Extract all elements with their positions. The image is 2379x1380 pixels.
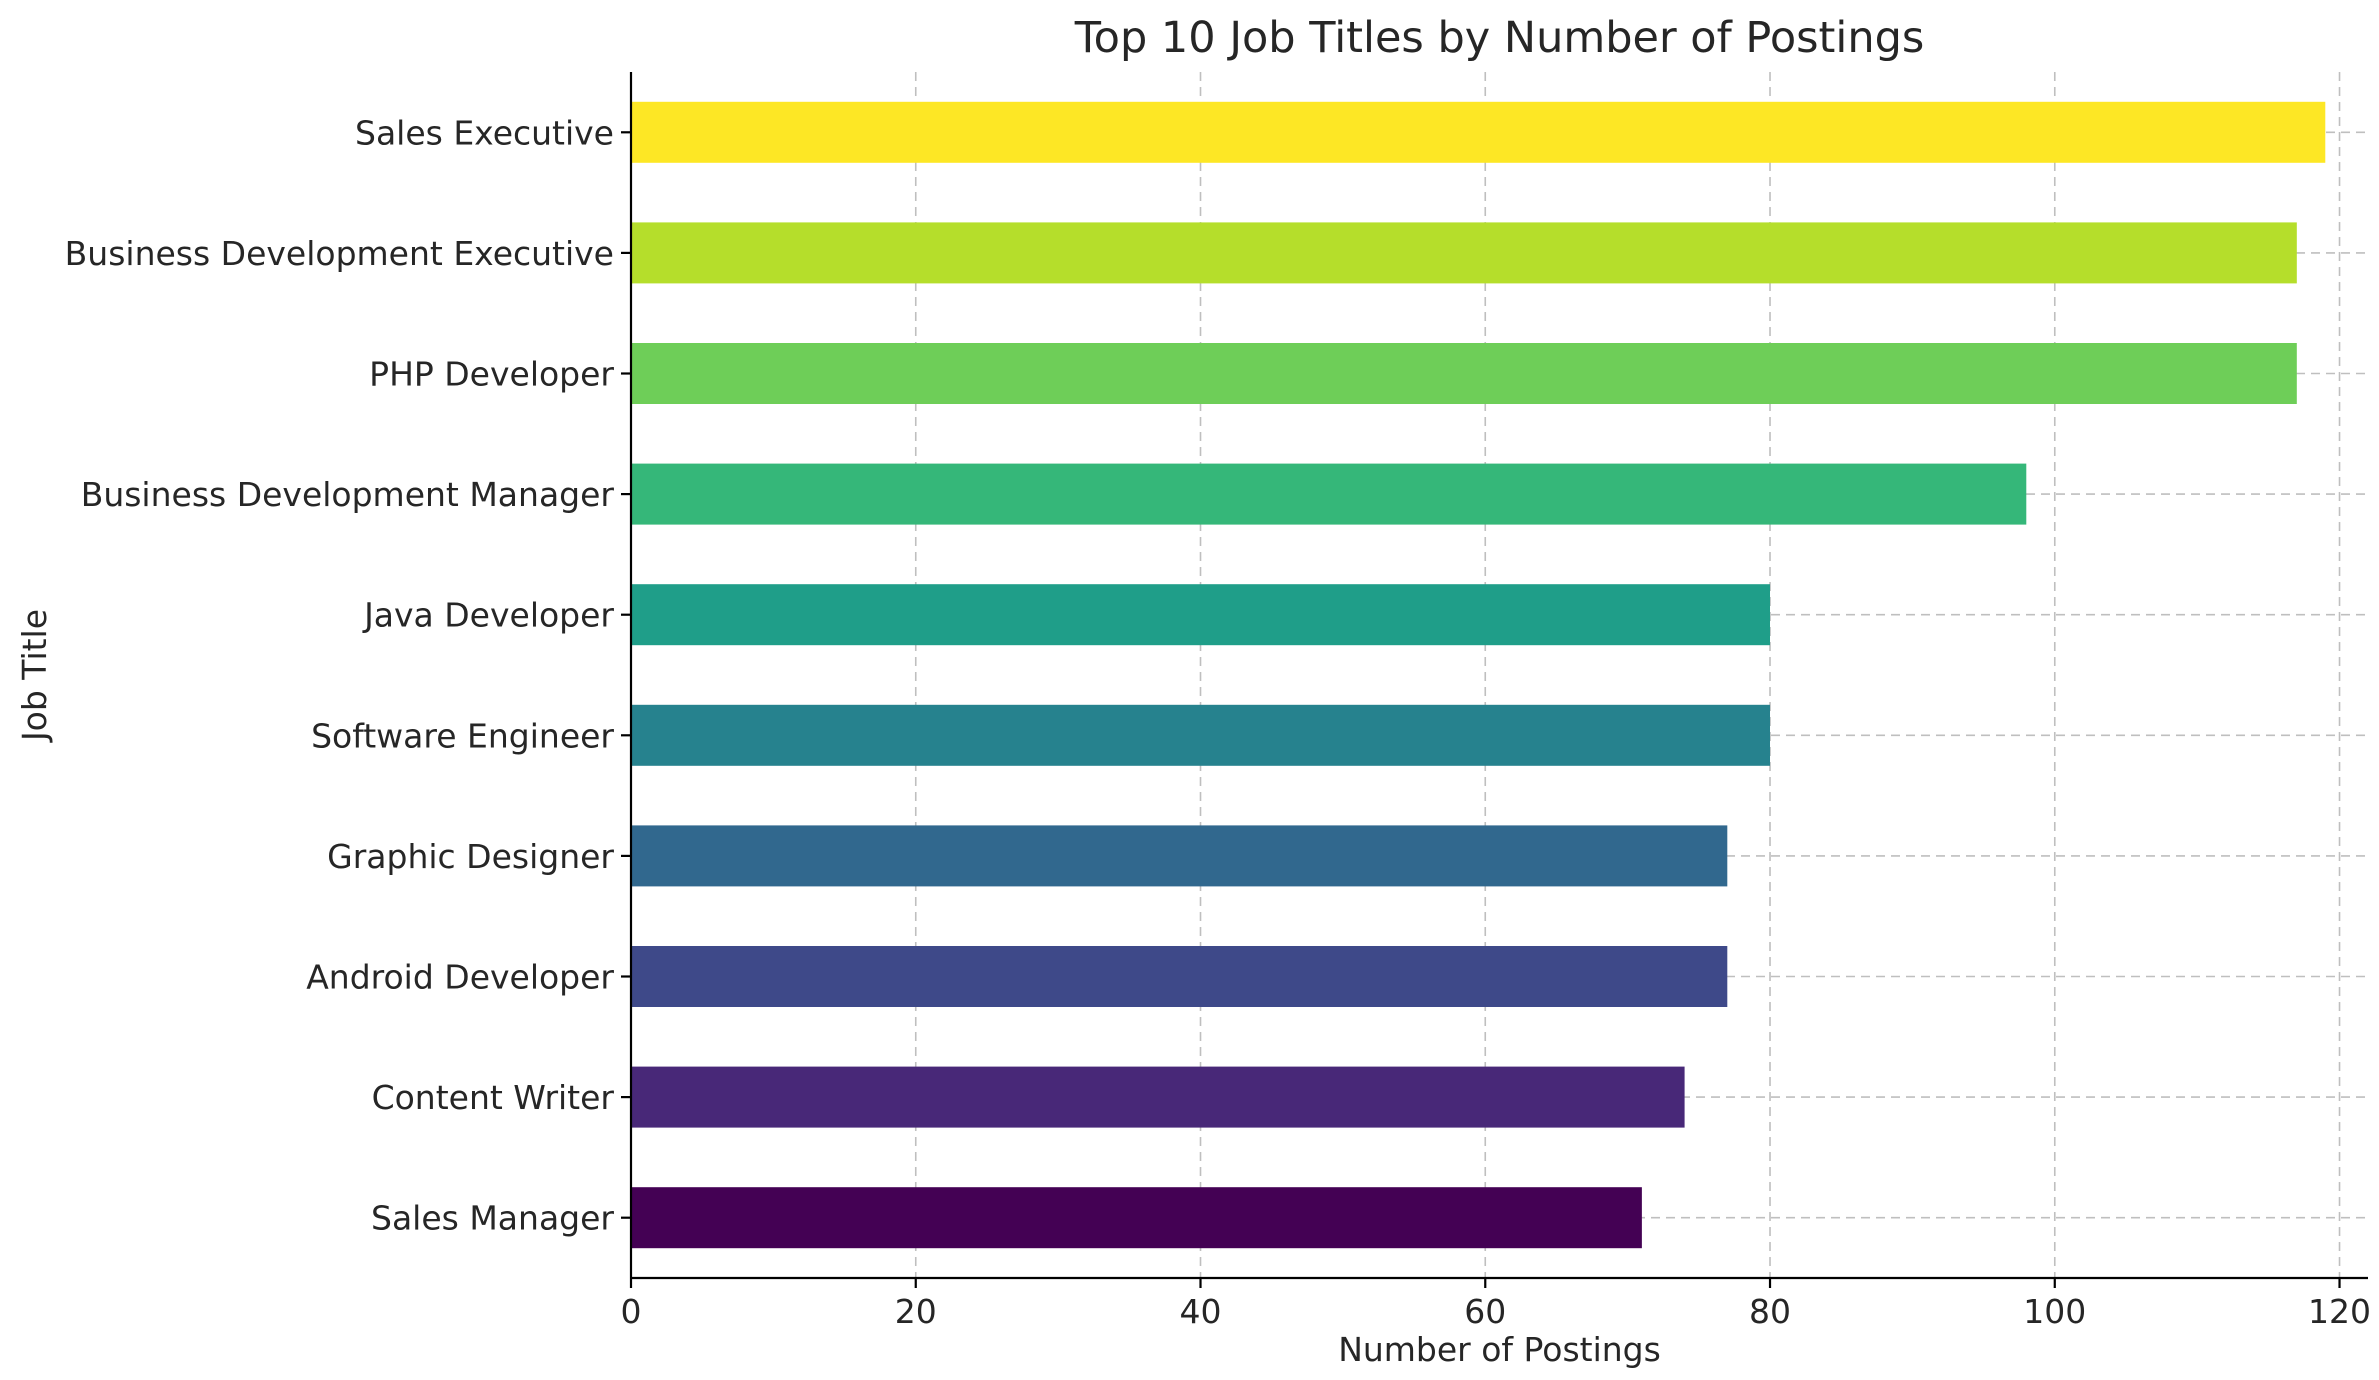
x-ticks: 0 20 40 60 80 100 120 bbox=[621, 1278, 2371, 1331]
bar bbox=[631, 825, 1728, 887]
y-tick-label: Software Engineer bbox=[311, 716, 614, 755]
y-tick-label: Content Writer bbox=[372, 1078, 615, 1117]
y-tick-label: Graphic Designer bbox=[327, 837, 614, 876]
x-tick-label: 20 bbox=[895, 1292, 937, 1331]
y-tick-label: PHP Developer bbox=[369, 355, 614, 394]
y-tick-label: Sales Manager bbox=[371, 1199, 614, 1238]
y-tick-label: Business Development Executive bbox=[65, 234, 614, 273]
x-tick-label: 60 bbox=[1464, 1292, 1506, 1331]
bar bbox=[631, 343, 2297, 404]
x-tick-label: 80 bbox=[1749, 1292, 1791, 1331]
bar bbox=[631, 704, 1771, 766]
x-tick-label: 0 bbox=[621, 1292, 642, 1331]
axes bbox=[629, 72, 2368, 1280]
bar bbox=[631, 946, 1728, 1007]
y-ticks: Sales Executive Business Development Exec… bbox=[65, 113, 631, 1238]
x-axis-label: Number of Postings bbox=[1338, 1330, 1661, 1369]
bar bbox=[631, 463, 2027, 525]
bars bbox=[631, 101, 2326, 1249]
y-tick-label: Java Developer bbox=[362, 596, 614, 635]
chart-title: Top 10 Job Titles by Number of Postings bbox=[1074, 13, 1925, 63]
y-tick-label: Android Developer bbox=[306, 958, 614, 997]
y-tick-label: Business Development Manager bbox=[81, 475, 615, 514]
y-axis-label: Job Title bbox=[15, 609, 54, 743]
bar bbox=[631, 222, 2297, 284]
bar bbox=[631, 1187, 1642, 1249]
x-tick-label: 120 bbox=[2308, 1292, 2371, 1331]
x-tick-label: 100 bbox=[2023, 1292, 2086, 1331]
x-tick-label: 40 bbox=[1180, 1292, 1222, 1331]
y-tick-label: Sales Executive bbox=[355, 113, 614, 152]
bar bbox=[631, 584, 1771, 646]
bar bbox=[631, 1066, 1685, 1128]
bar bbox=[631, 101, 2326, 163]
